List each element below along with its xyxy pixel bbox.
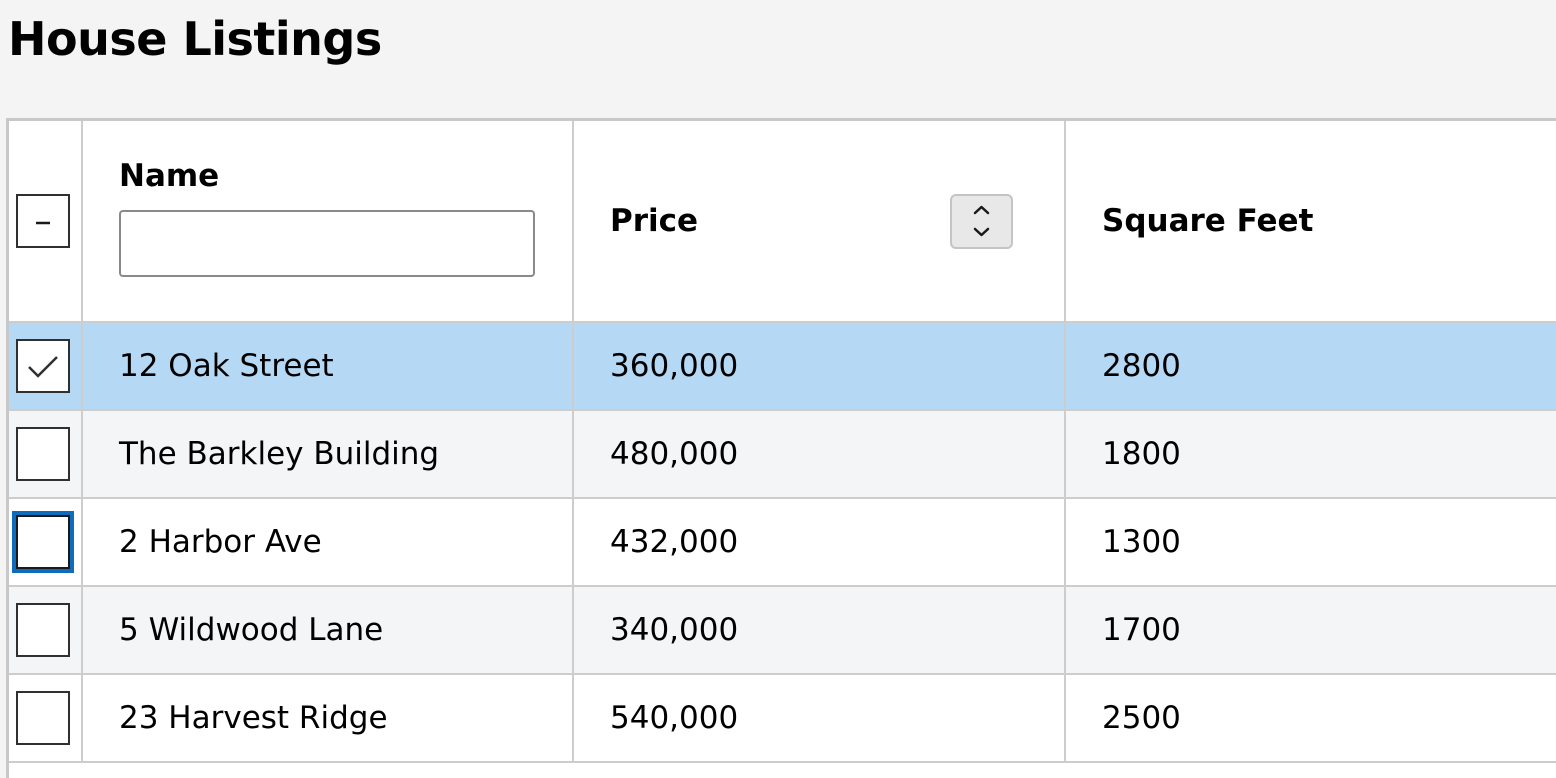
cell-price: 360,000 bbox=[573, 322, 1066, 411]
row-checkbox[interactable] bbox=[16, 691, 70, 745]
table-row[interactable]: 23 Harvest Ridge 540,000 2500 bbox=[9, 674, 1556, 763]
cell-price: 540,000 bbox=[573, 674, 1066, 763]
row-select-cell bbox=[9, 498, 83, 587]
cell-square-feet: 1300 bbox=[1065, 498, 1556, 587]
cell-name: 12 Oak Street bbox=[82, 322, 574, 411]
cell-square-feet: 2500 bbox=[1065, 674, 1556, 763]
table-row[interactable]: 2 Harbor Ave 432,000 1300 bbox=[9, 498, 1556, 587]
table-row[interactable]: 12 Oak Street 360,000 2800 bbox=[9, 322, 1556, 411]
row-select-cell bbox=[9, 674, 83, 763]
row-checkbox[interactable] bbox=[16, 427, 70, 481]
row-checkbox[interactable] bbox=[16, 603, 70, 657]
column-header-price[interactable]: Price bbox=[573, 121, 1066, 323]
cell-square-feet: 2800 bbox=[1065, 322, 1556, 411]
minus-icon bbox=[36, 221, 50, 225]
cell-name: The Barkley Building bbox=[82, 410, 574, 499]
sort-up-down-icon bbox=[973, 205, 990, 237]
cell-name: 23 Harvest Ridge bbox=[82, 674, 574, 763]
cell-name: 2 Harbor Ave bbox=[82, 498, 574, 587]
column-header-name: Name bbox=[82, 121, 574, 323]
row-select-cell bbox=[9, 322, 83, 411]
row-checkbox-focused[interactable] bbox=[16, 515, 70, 569]
price-sort-button[interactable] bbox=[950, 194, 1013, 249]
column-label-name: Name bbox=[119, 157, 220, 194]
header-row: Name Price Square Feet bbox=[9, 121, 1556, 323]
cell-square-feet: 1800 bbox=[1065, 410, 1556, 499]
page-title: House Listings bbox=[8, 12, 382, 66]
listings-grid: Name Price Square Feet bbox=[6, 118, 1556, 778]
column-label-square-feet: Square Feet bbox=[1102, 203, 1314, 239]
table-row[interactable]: 5 Wildwood Lane 340,000 1700 bbox=[9, 586, 1556, 675]
column-header-square-feet[interactable]: Square Feet bbox=[1065, 121, 1556, 323]
cell-price: 340,000 bbox=[573, 586, 1066, 675]
column-label-price: Price bbox=[610, 203, 699, 239]
row-select-cell bbox=[9, 586, 83, 675]
cell-price: 432,000 bbox=[573, 498, 1066, 587]
name-filter-input[interactable] bbox=[119, 209, 535, 277]
table-row[interactable]: The Barkley Building 480,000 1800 bbox=[9, 410, 1556, 499]
listings-table: Name Price Square Feet bbox=[9, 121, 1556, 763]
select-all-checkbox[interactable] bbox=[16, 194, 70, 248]
row-checkbox[interactable] bbox=[16, 339, 70, 393]
checkmark-icon bbox=[28, 356, 58, 378]
cell-square-feet: 1700 bbox=[1065, 586, 1556, 675]
cell-name: 5 Wildwood Lane bbox=[82, 586, 574, 675]
select-all-cell bbox=[9, 121, 83, 323]
cell-price: 480,000 bbox=[573, 410, 1066, 499]
row-select-cell bbox=[9, 410, 83, 499]
